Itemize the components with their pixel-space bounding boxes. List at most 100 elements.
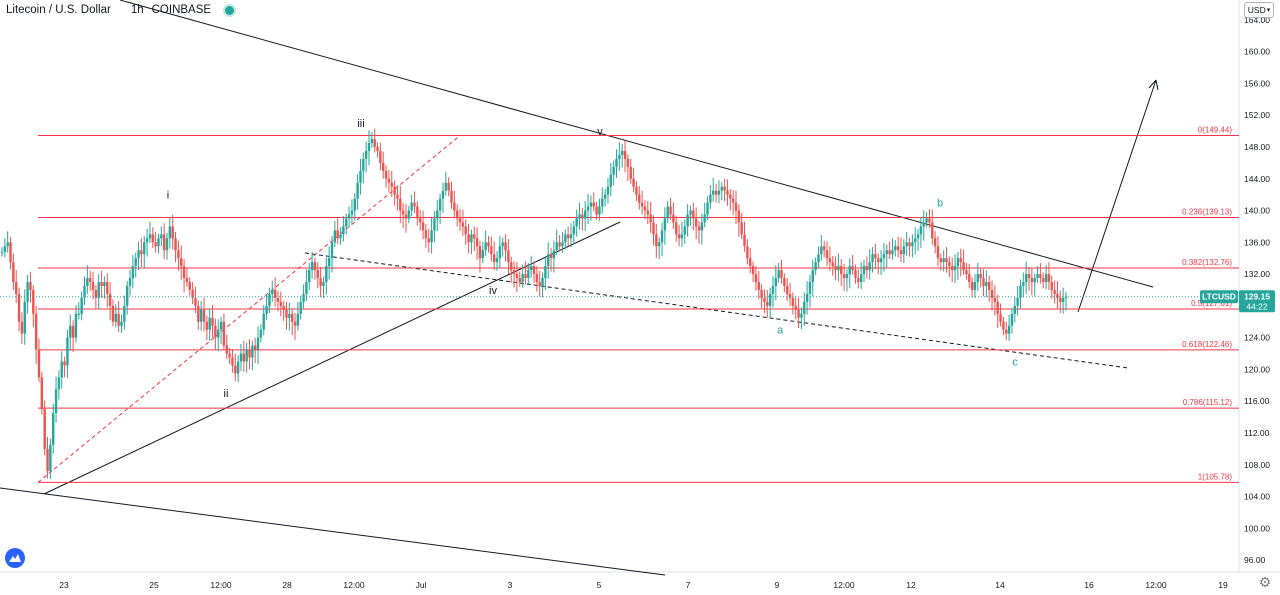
projection-arrow-line[interactable]: [1077, 79, 1157, 313]
y-tick-label: 164.00: [1244, 15, 1270, 25]
candle-body: [919, 226, 923, 235]
market-status-icon[interactable]: [223, 3, 237, 17]
candle-body: [541, 278, 544, 286]
candle-body: [97, 282, 100, 298]
symbol-header[interactable]: Litecoin / U.S. Dollar 1h COINBASE: [6, 2, 237, 18]
candle-body: [120, 321, 123, 326]
candle-body: [754, 274, 758, 283]
candle-body: [791, 297, 795, 306]
candle-body: [259, 329, 263, 338]
candle-body: [973, 282, 977, 290]
upper-trend-line[interactable]: [119, 0, 1154, 288]
candle-body: [965, 270, 968, 275]
candle-body: [666, 206, 669, 219]
candle-body: [253, 345, 257, 350]
candle-body: [569, 234, 573, 239]
x-tick-label: 14: [995, 580, 1005, 590]
candle-body: [996, 301, 999, 314]
current-price-value: 129.15: [1244, 292, 1270, 302]
candle-body: [310, 262, 314, 271]
candle-body: [316, 270, 319, 279]
candle-body: [464, 226, 467, 235]
candle-body: [66, 337, 69, 366]
drawings-layer[interactable]: [0, 0, 1159, 576]
currency-select[interactable]: USD ▾: [1244, 2, 1274, 18]
candle-body: [43, 409, 46, 449]
candle-body: [794, 305, 797, 310]
candle-body: [379, 150, 382, 163]
candle-body: [694, 218, 698, 227]
candle-body: [86, 278, 89, 286]
candle-body: [589, 202, 593, 207]
candle-body: [396, 194, 399, 199]
candle-body: [251, 345, 254, 358]
candle-body: [1024, 274, 1028, 283]
currency-value: USD: [1247, 5, 1266, 15]
x-tick-label: 3: [508, 580, 513, 590]
fibonacci-retracement[interactable]: 0(149.44) 0.236(139.13) 0.382(132.76) 0.5(1…: [37, 126, 1239, 483]
candle-body: [598, 206, 601, 215]
candle-body: [171, 226, 174, 239]
candle-body: [862, 266, 866, 275]
x-tick-label: 12:00: [210, 580, 232, 590]
candle-body: [842, 274, 846, 279]
fib-trend-line[interactable]: [37, 135, 461, 483]
candle-body: [478, 246, 482, 259]
candle-body: [191, 289, 194, 298]
candle-body: [325, 266, 328, 283]
candle-body: [128, 278, 132, 286]
candle-body: [677, 234, 681, 239]
x-tick-label: 12:00: [833, 580, 855, 590]
candle-body: [404, 214, 408, 219]
candle-body: [1036, 274, 1039, 279]
candle-body: [828, 258, 832, 263]
candle-body: [399, 198, 402, 211]
ticker-badge: LTCUSD: [1202, 292, 1236, 302]
candle-body: [228, 353, 231, 358]
candle-body: [74, 313, 78, 338]
candle-body: [273, 289, 277, 298]
dashed-trend-line[interactable]: [304, 252, 1129, 369]
candle-body: [760, 289, 763, 298]
price-axis[interactable]: 96.00 100.00 104.00 108.00 112.00 116.00 120.0…: [1244, 15, 1270, 565]
candle-body: [353, 198, 356, 211]
gear-icon[interactable]: ⚙: [1258, 574, 1272, 590]
candle-body: [1056, 293, 1059, 298]
candle-body: [1042, 278, 1045, 283]
support-trend-line[interactable]: [43, 221, 621, 495]
candle-body: [296, 313, 300, 326]
candle-body: [154, 242, 157, 247]
candle-body: [726, 190, 729, 195]
candle-body: [612, 166, 615, 175]
y-tick-label: 152.00: [1244, 110, 1270, 120]
candle-body: [57, 377, 61, 390]
candle-body: [979, 274, 982, 279]
candle-body: [840, 266, 843, 275]
candle-body: [535, 274, 539, 283]
candle-body: [871, 254, 874, 263]
candle-body: [905, 242, 908, 247]
candle-body: [490, 246, 493, 255]
symbol-name[interactable]: Litecoin / U.S. Dollar: [6, 4, 111, 16]
candle-body: [999, 313, 1002, 322]
candle-body: [37, 349, 41, 378]
time-axis[interactable]: 23 25 12:00 28 12:00 Jul 3 5 7 9 12:00 12 14 16 12:00 1…: [59, 580, 1228, 590]
candle-body: [524, 274, 527, 279]
candle-body: [427, 238, 430, 243]
candle-body: [347, 214, 351, 219]
lower-trend-line[interactable]: [0, 487, 666, 576]
candle-body: [632, 178, 635, 187]
x-tick-label: Jul: [416, 580, 427, 590]
candle-body: [3, 246, 7, 252]
candle-body: [805, 293, 809, 302]
candle-body: [564, 234, 567, 243]
x-tick-label: 19: [1218, 580, 1228, 590]
candle-body: [731, 198, 735, 203]
candle-body: [916, 234, 920, 239]
candle-body: [814, 262, 817, 271]
candle-body: [652, 222, 655, 235]
tradingview-logo-icon[interactable]: [5, 548, 25, 568]
candle-body: [803, 301, 806, 314]
interval-label[interactable]: 1h: [130, 4, 144, 16]
